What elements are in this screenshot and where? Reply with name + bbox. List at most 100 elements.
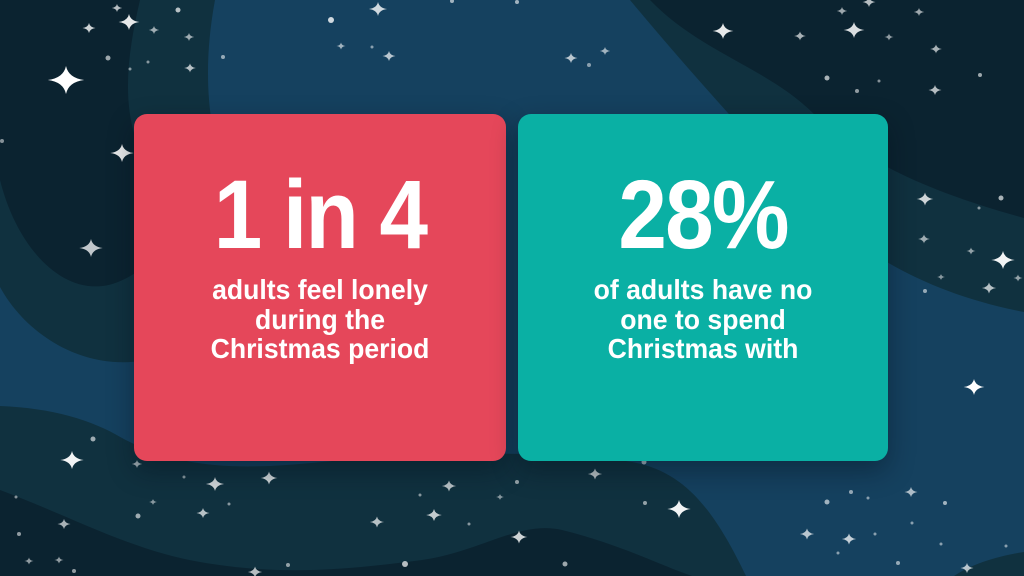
dot-star-icon: [0, 139, 4, 143]
sparkle-star-icon: [82, 23, 96, 33]
sparkle-star-icon: [118, 14, 140, 30]
sparkle-star-icon: [57, 519, 71, 529]
sparkle-star-icon: [937, 274, 945, 280]
sparkle-star-icon: [149, 499, 157, 505]
dot-star-icon: [836, 551, 840, 555]
sparkle-star-icon: [47, 66, 85, 94]
sparkle-star-icon: [981, 282, 997, 294]
dot-star-icon: [849, 490, 853, 494]
sparkle-star-icon: [841, 533, 857, 545]
sparkle-star-icon: [54, 556, 64, 564]
dot-star-icon: [910, 521, 914, 525]
dot-star-icon: [146, 60, 150, 64]
dot-star-icon: [227, 502, 231, 506]
sparkle-star-icon: [712, 23, 734, 39]
dot-star-icon: [515, 480, 519, 484]
dot-star-icon: [105, 55, 111, 61]
stat-value: 28%: [618, 160, 789, 269]
dot-star-icon: [877, 79, 881, 83]
dot-star-icon: [450, 0, 454, 3]
sparkle-star-icon: [799, 528, 815, 540]
sparkle-star-icon: [930, 44, 942, 54]
dot-star-icon: [182, 475, 186, 479]
sky-wave-shape: [0, 490, 692, 576]
dot-star-icon: [72, 569, 76, 573]
sparkle-star-icon: [794, 31, 806, 41]
sparkle-star-icon: [184, 63, 196, 73]
sparkle-star-icon: [884, 33, 894, 41]
dot-star-icon: [977, 206, 981, 210]
dot-star-icon: [866, 496, 870, 500]
dot-star-icon: [135, 513, 141, 519]
dot-star-icon: [824, 75, 830, 81]
sparkle-star-icon: [991, 251, 1015, 269]
dot-star-icon: [328, 17, 334, 23]
stat-description: of adults have no one to spend Christmas…: [527, 275, 879, 364]
sparkle-star-icon: [510, 530, 528, 544]
sparkle-star-icon: [966, 247, 976, 255]
sky-wave-shape: [954, 552, 1024, 576]
sparkle-star-icon: [110, 144, 134, 162]
stat-description-line: during the: [254, 303, 386, 335]
dot-star-icon: [467, 522, 471, 526]
sparkle-star-icon: [336, 42, 346, 50]
sparkle-star-icon: [667, 500, 691, 518]
sparkle-star-icon: [913, 8, 925, 16]
dot-star-icon: [896, 561, 900, 565]
dot-star-icon: [562, 561, 568, 567]
sparkle-star-icon: [928, 85, 942, 95]
stat-card-lonely: 1 in 4 adults feel lonely during the Chr…: [134, 114, 506, 461]
stat-description: adults feel lonely during the Christmas …: [143, 275, 496, 364]
sparkle-star-icon: [426, 509, 442, 521]
sparkle-star-icon: [1013, 274, 1023, 282]
sparkle-star-icon: [916, 192, 934, 206]
sparkle-star-icon: [862, 0, 876, 7]
sparkle-star-icon: [24, 557, 34, 565]
dot-star-icon: [17, 532, 21, 536]
sparkle-star-icon: [963, 379, 985, 395]
sparkle-star-icon: [496, 494, 504, 500]
dot-star-icon: [515, 0, 519, 4]
dot-star-icon: [90, 436, 96, 442]
dot-star-icon: [923, 289, 927, 293]
stat-description-line: adults feel lonely: [212, 274, 428, 305]
dot-star-icon: [824, 499, 830, 505]
dot-star-icon: [221, 55, 225, 59]
dot-star-icon: [943, 501, 947, 505]
dot-star-icon: [402, 561, 408, 567]
sparkle-star-icon: [148, 26, 160, 34]
dot-star-icon: [14, 495, 18, 499]
sparkle-star-icon: [369, 516, 385, 528]
dot-star-icon: [370, 45, 374, 49]
sky-wave-shape: [650, 0, 1024, 218]
sparkle-star-icon: [183, 33, 195, 41]
sparkle-star-icon: [382, 51, 396, 61]
sky-wave-shape: [0, 0, 167, 287]
sparkle-star-icon: [131, 460, 143, 468]
sparkle-star-icon: [368, 2, 388, 16]
stat-description-line: Christmas period: [210, 333, 430, 365]
dot-star-icon: [1004, 544, 1008, 548]
stat-card-no-one: 28% of adults have no one to spend Chris…: [518, 114, 888, 461]
sparkle-star-icon: [60, 451, 84, 469]
dot-star-icon: [175, 7, 181, 13]
dot-star-icon: [418, 493, 422, 497]
sparkle-star-icon: [918, 234, 930, 244]
sparkle-star-icon: [441, 480, 457, 492]
sparkle-star-icon: [247, 566, 263, 576]
stat-description-line: of adults have no: [593, 274, 813, 305]
dot-star-icon: [978, 73, 982, 77]
sparkle-star-icon: [260, 471, 278, 485]
sparkle-star-icon: [79, 239, 103, 257]
sparkle-star-icon: [836, 7, 848, 15]
dot-star-icon: [587, 63, 591, 67]
sparkle-star-icon: [904, 487, 918, 497]
sparkle-star-icon: [587, 468, 603, 480]
sparkle-star-icon: [564, 53, 578, 63]
stat-description-line: Christmas with: [607, 333, 799, 365]
dot-star-icon: [286, 563, 290, 567]
sparkle-star-icon: [205, 477, 225, 491]
dot-star-icon: [998, 195, 1004, 201]
dot-star-icon: [873, 532, 877, 536]
